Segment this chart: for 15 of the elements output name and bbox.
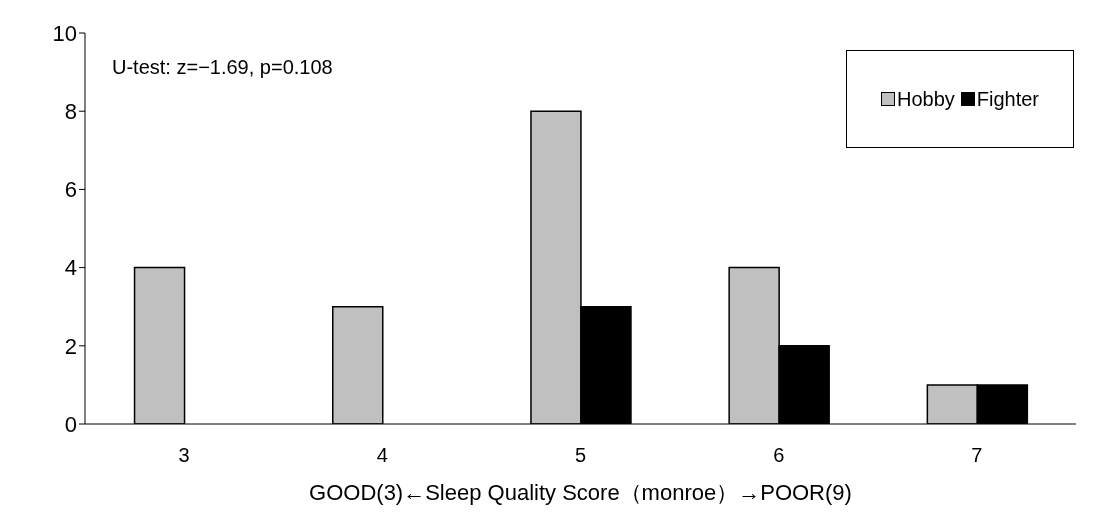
y-tick-label: 8: [64, 99, 77, 125]
x-tick-label: 5: [574, 444, 587, 467]
x-tick-label: 6: [773, 444, 785, 467]
legend-label: Hobby: [895, 87, 955, 111]
x-tick-label: 7: [971, 444, 983, 467]
x-tick-label: 3: [178, 444, 190, 467]
y-tick-label: 0: [64, 411, 77, 437]
y-tick-label: 10: [52, 20, 77, 46]
annotation: U-test: z=−1.69, p=0.108: [112, 56, 333, 79]
legend-label: Fighter: [975, 87, 1040, 111]
y-tick-label: 6: [64, 177, 77, 203]
x-axis-title: GOOD(3)←Sleep Quality Score（monroe）→POOR(9): [309, 480, 852, 505]
y-tick-label: 2: [64, 333, 77, 359]
x-tick-label: 4: [376, 444, 388, 467]
y-tick-label: 4: [64, 255, 77, 281]
